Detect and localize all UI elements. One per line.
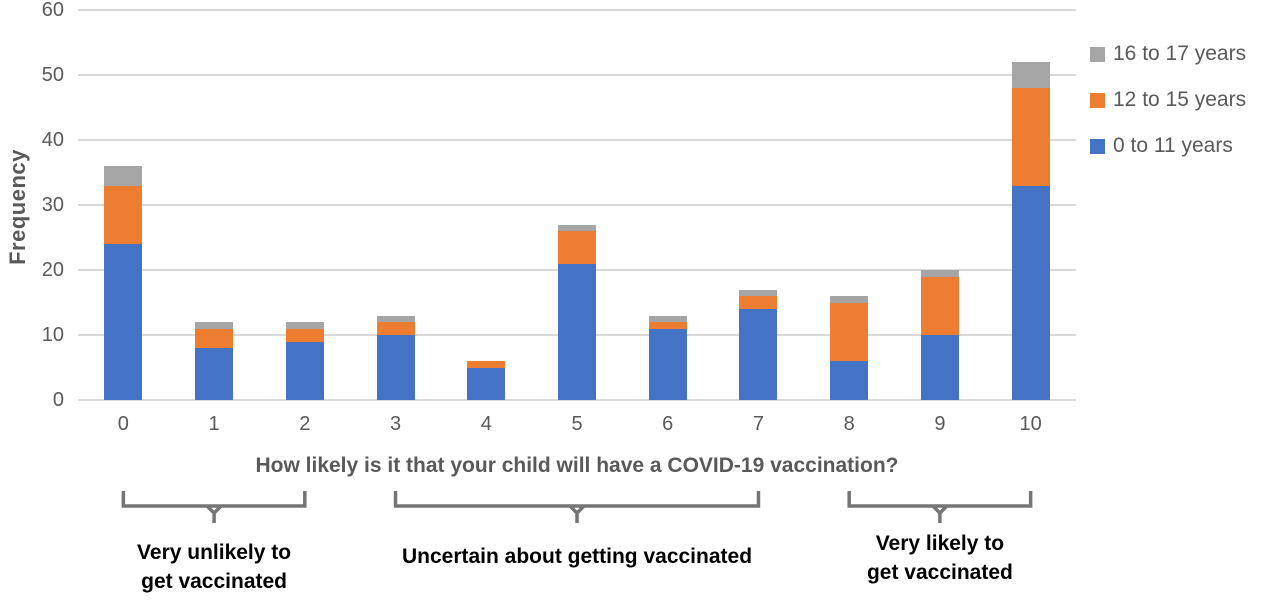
bar-segment-16-to-17-years-x0: [104, 166, 143, 186]
bar-segment-16-to-17-years-x5: [558, 224, 596, 231]
x-tick-label-5: 5: [571, 413, 583, 435]
x-tick-label-10: 10: [1019, 413, 1042, 435]
gridline-y-50: [78, 74, 1076, 76]
x-tick-label-2: 2: [299, 413, 311, 435]
bar-segment-0-to-11-years-x2: [285, 341, 324, 400]
bar-segment-12-to-15-years-x10: [1011, 88, 1050, 186]
bar-segment-16-to-17-years-x1: [195, 322, 234, 329]
legend-item-12-15-years: 12 to 15 years: [1090, 88, 1246, 112]
y-tick-label-0: 0: [52, 389, 64, 411]
bar-segment-0-to-11-years-x7: [739, 309, 778, 400]
x-tick-label-6: 6: [662, 413, 674, 435]
bar-segment-12-to-15-years-x5: [558, 231, 596, 264]
annotation-line: Very likely to: [875, 532, 1005, 555]
bar-segment-0-to-11-years-x6: [648, 328, 687, 400]
bar-segment-12-to-15-years-x3: [376, 322, 415, 335]
gridline-y-0: [78, 399, 1076, 401]
bar-segment-12-to-15-years-x8: [830, 302, 869, 361]
bar-segment-0-to-11-years-x3: [376, 335, 415, 400]
x-tick-label-0: 0: [117, 413, 129, 435]
legend-item-16-17-years: 16 to 17 years: [1090, 42, 1246, 66]
brace-2: [847, 491, 1033, 523]
x-axis-title: How likely is it that your child will ha…: [255, 454, 899, 477]
x-tick-label-8: 8: [843, 413, 855, 435]
gridline-y-60: [78, 9, 1076, 11]
legend-label-12-15-years: 12 to 15 years: [1113, 88, 1247, 111]
legend-label-0-11-years: 0 to 11 years: [1113, 134, 1233, 157]
bar-segment-12-to-15-years-x6: [648, 322, 687, 329]
bar-segment-16-to-17-years-x9: [920, 270, 959, 277]
x-tick-label-4: 4: [480, 413, 492, 435]
y-tick-label-50: 50: [41, 64, 64, 86]
x-tick-label-1: 1: [208, 413, 220, 435]
bar-segment-0-to-11-years-x10: [1011, 185, 1050, 400]
bar-segment-12-to-15-years-x7: [739, 296, 778, 309]
legend-swatch-12-15-years-icon: [1090, 92, 1105, 108]
y-tick-label-10: 10: [41, 324, 64, 346]
y-tick-label-40: 40: [41, 129, 64, 151]
bar-segment-0-to-11-years-x8: [830, 361, 869, 400]
bar-segment-16-to-17-years-x8: [830, 296, 869, 303]
legend: 16 to 17 years 12 to 15 years 0 to 11 ye…: [1090, 42, 1246, 180]
bar-segment-0-to-11-years-x4: [467, 367, 506, 400]
y-tick-label-60: 60: [41, 0, 64, 21]
gridline-y-40: [78, 139, 1076, 141]
bar-segment-0-to-11-years-x0: [104, 244, 143, 400]
bar-segment-12-to-15-years-x2: [285, 328, 324, 342]
bar-segment-12-to-15-years-x0: [104, 185, 143, 244]
y-axis-title: Frequency: [5, 149, 30, 265]
bar-segment-12-to-15-years-x1: [195, 328, 234, 348]
legend-swatch-16-17-years-icon: [1090, 46, 1105, 62]
bar-segment-16-to-17-years-x3: [376, 315, 415, 322]
brace-0: [121, 491, 307, 523]
x-tick-label-7: 7: [752, 413, 765, 435]
annotation-line: get vaccinated: [141, 570, 288, 593]
annotation-line: Uncertain about getting vaccinated: [401, 545, 753, 568]
legend-item-0-11-years: 0 to 11 years: [1090, 134, 1246, 158]
y-tick-label-20: 20: [41, 259, 64, 281]
x-tick-label-9: 9: [934, 413, 946, 435]
bar-segment-16-to-17-years-x7: [739, 289, 778, 296]
gridline-y-30: [78, 204, 1076, 206]
bar-segment-12-to-15-years-x4: [467, 361, 506, 368]
annotation-uncertain: Uncertain about getting vaccinated: [402, 542, 752, 571]
bar-segment-12-to-15-years-x9: [920, 276, 959, 335]
legend-swatch-0-11-years-icon: [1090, 138, 1105, 154]
annotation-line: Very unlikely to: [137, 541, 292, 564]
annotation-very-likely: Very likely to get vaccinated: [867, 529, 1013, 587]
x-tick-label-3: 3: [389, 413, 402, 435]
annotation-very-unlikely: Very unlikely to get vaccinated: [137, 538, 291, 596]
bar-segment-0-to-11-years-x9: [920, 335, 959, 400]
bar-segment-0-to-11-years-x1: [195, 348, 234, 400]
bar-segment-16-to-17-years-x6: [648, 315, 687, 322]
bar-segment-16-to-17-years-x10: [1011, 62, 1050, 88]
bar-segment-0-to-11-years-x5: [558, 263, 596, 400]
annotation-line: get vaccinated: [866, 561, 1013, 584]
bar-segment-16-to-17-years-x2: [285, 322, 324, 329]
y-tick-label-30: 30: [41, 194, 64, 216]
brace-1: [393, 491, 761, 523]
legend-label-16-17-years: 16 to 17 years: [1113, 42, 1247, 65]
